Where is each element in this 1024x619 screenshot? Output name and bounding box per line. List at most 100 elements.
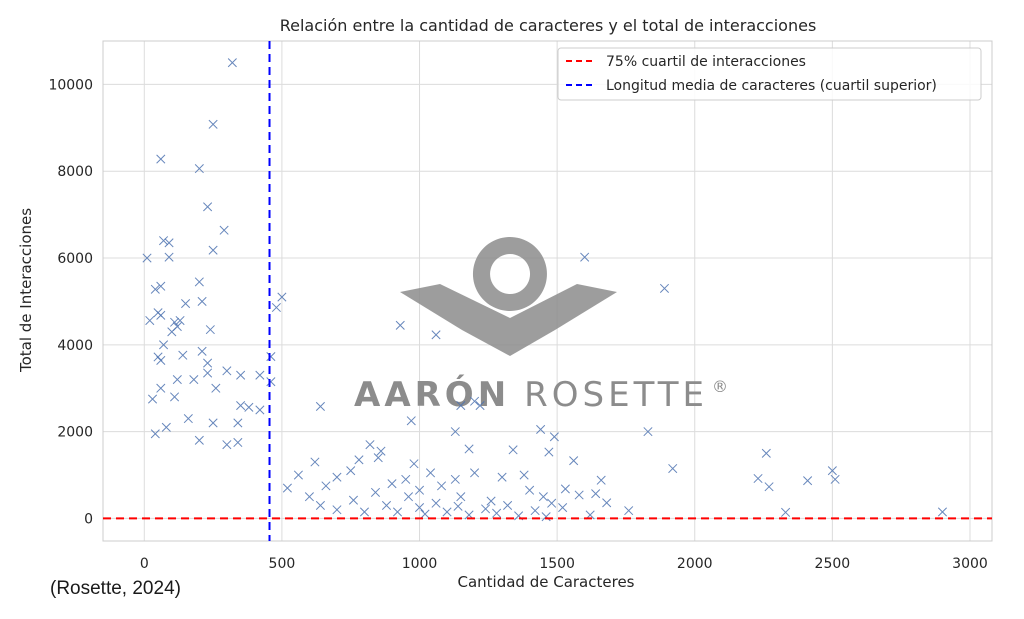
data-point: [164, 252, 174, 262]
data-point: [425, 468, 436, 478]
y-tick-label: 6000: [57, 251, 93, 267]
data-point: [442, 507, 452, 517]
data-point: [170, 317, 180, 327]
data-point: [156, 355, 166, 365]
data-point: [161, 422, 171, 432]
watermark-logo-chevron-right: [510, 284, 617, 356]
data-point: [266, 377, 276, 387]
data-point: [937, 507, 948, 517]
data-point: [208, 418, 218, 428]
data-point: [158, 340, 169, 350]
data-points: [142, 58, 948, 522]
data-point: [395, 320, 405, 330]
data-point: [401, 474, 411, 484]
data-point: [189, 374, 199, 385]
data-point: [414, 503, 425, 513]
data-point: [409, 459, 419, 469]
legend-box: [557, 47, 982, 101]
data-point: [233, 437, 243, 448]
watermark: AARÓN ROSETTE ®: [354, 237, 732, 415]
chart-title: Relación entre la cantidad de caracteres…: [280, 16, 817, 35]
data-point: [387, 479, 397, 489]
y-tick-label: 0: [84, 511, 93, 527]
data-point: [194, 435, 204, 445]
data-point: [277, 292, 287, 302]
data-point: [497, 472, 507, 482]
x-tick-label: 1500: [539, 556, 575, 572]
watermark-logo-emblem: [472, 237, 547, 311]
data-point: [781, 507, 791, 517]
y-axis-title: Total de Interacciones: [17, 208, 35, 373]
data-point: [392, 507, 403, 517]
data-point: [293, 470, 303, 480]
data-point: [830, 474, 840, 484]
data-point: [456, 492, 466, 502]
data-point: [203, 368, 213, 378]
data-point: [310, 457, 320, 467]
y-tick-label: 2000: [57, 425, 93, 441]
data-point: [354, 455, 364, 465]
data-point: [156, 383, 166, 393]
data-point: [203, 358, 213, 368]
data-point: [145, 315, 155, 326]
data-point: [464, 444, 474, 454]
data-point: [181, 299, 191, 309]
data-point: [753, 473, 763, 484]
data-point: [197, 346, 207, 356]
grid-lines: [103, 41, 992, 541]
data-point: [591, 489, 601, 499]
legend-label-length: Longitud media de caracteres (cuartil su…: [606, 78, 937, 94]
data-point: [255, 405, 265, 415]
data-point: [373, 453, 383, 463]
data-point: [470, 396, 480, 406]
data-point: [450, 427, 460, 437]
data-point: [381, 500, 392, 510]
data-point: [147, 394, 158, 404]
data-point: [167, 327, 177, 337]
data-point: [359, 507, 370, 517]
data-point: [596, 475, 606, 485]
data-point: [266, 351, 276, 362]
data-point: [150, 429, 160, 439]
data-point: [602, 498, 612, 508]
data-point: [233, 418, 243, 428]
y-tick-label: 8000: [57, 164, 93, 180]
data-point: [304, 492, 314, 502]
data-point: [560, 484, 570, 494]
data-point: [236, 401, 246, 411]
data-point: [255, 370, 265, 380]
data-point: [178, 350, 188, 360]
data-point: [244, 402, 254, 412]
data-point: [222, 366, 232, 376]
data-point: [436, 481, 447, 491]
data-point: [431, 330, 441, 340]
data-point: [403, 492, 414, 502]
data-point: [150, 284, 160, 294]
data-point: [236, 370, 246, 380]
data-point: [558, 503, 568, 513]
data-point: [569, 456, 579, 466]
watermark-registered-mark: ®: [712, 377, 732, 396]
data-point: [197, 296, 207, 306]
data-point: [315, 500, 325, 510]
data-point: [205, 325, 215, 335]
data-point: [156, 281, 166, 291]
data-point: [525, 485, 535, 495]
data-point: [574, 490, 584, 500]
data-point: [470, 468, 480, 478]
citation: (Rosette, 2024): [50, 578, 181, 599]
data-point: [508, 445, 518, 455]
data-point: [156, 154, 166, 164]
data-point: [370, 487, 381, 497]
data-point: [194, 277, 204, 287]
data-point: [803, 476, 813, 486]
data-point: [414, 485, 425, 495]
data-point: [332, 505, 342, 515]
data-point: [450, 474, 460, 484]
watermark-text-light: ROSETTE: [524, 375, 708, 415]
x-tick-label: 3000: [952, 556, 988, 572]
watermark-text: AARÓN ROSETTE ®: [354, 374, 732, 415]
data-point: [761, 448, 771, 458]
data-point: [365, 440, 375, 450]
